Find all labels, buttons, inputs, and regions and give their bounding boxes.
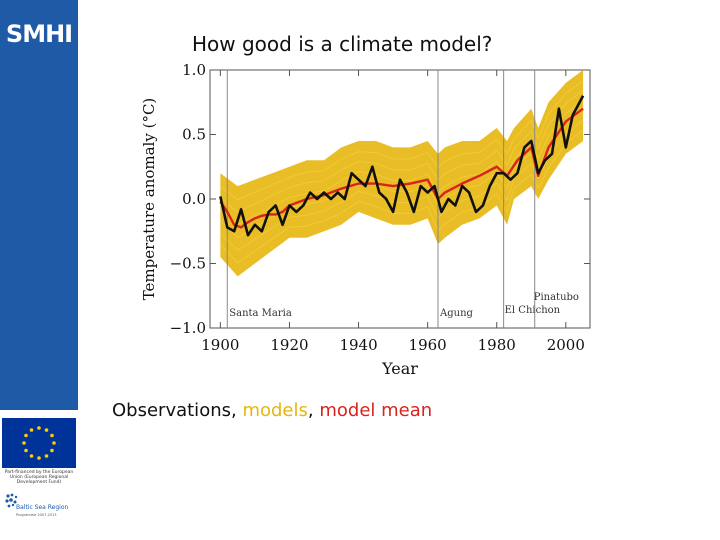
model-trace: [220, 129, 584, 264]
x-tick-label: 1960: [409, 336, 447, 354]
legend-observations: Observations: [112, 400, 231, 421]
y-tick-label: 0.5: [182, 126, 206, 144]
volcano-label: El Chichon: [505, 305, 561, 316]
legend-models: models: [242, 400, 308, 421]
eu-caption: Part-financed by the European Union (Eur…: [4, 470, 74, 485]
y-axis-label: Temperature anomaly (°C): [140, 98, 158, 301]
model-envelope: [220, 70, 584, 277]
eu-star-icon: [50, 448, 54, 453]
eu-star-icon: [37, 456, 41, 460]
y-tick-label: 1.0: [182, 64, 206, 79]
x-tick-label: 1920: [270, 336, 308, 354]
eu-star-icon: [24, 433, 28, 438]
axes: −1.0 −0.5 0.0 0.5 1.0 1900 1920 1940 1960 1980 200…: [170, 64, 590, 354]
slide-title: How good is a climate model?: [192, 32, 493, 56]
eu-star-icon: [24, 448, 28, 453]
legend-sep-2: ,: [307, 400, 320, 421]
x-axis-label: Year: [381, 359, 418, 378]
eu-star-icon: [44, 454, 49, 458]
model-trace: [220, 80, 584, 201]
x-tick-label: 2000: [547, 336, 585, 354]
volcano-lines: Santa Maria Agung El Chichon Pinatubo: [226, 70, 579, 328]
observations-line: [219, 95, 585, 237]
model-band: [220, 70, 584, 277]
legend-model-mean: model mean: [319, 400, 433, 421]
x-tick-label: 1900: [201, 336, 239, 354]
eu-star-icon: [37, 426, 41, 430]
y-tick-label: −1.0: [170, 319, 206, 337]
y-tick-label: 0.0: [182, 190, 206, 208]
baltic-sea-region-logo: [5, 493, 18, 508]
model-trace: [220, 90, 584, 213]
eu-star-icon: [29, 454, 34, 458]
eu-star-icon: [22, 441, 26, 445]
x-tick-label: 1940: [339, 336, 377, 354]
funding-logos: Part-financed by the European Union (Eur…: [0, 410, 78, 540]
legend-caption: Observations, models, model mean: [112, 400, 432, 421]
volcano-label: Santa Maria: [229, 308, 292, 319]
volcano-label: Agung: [439, 308, 474, 319]
eu-flag-icon: [2, 418, 76, 468]
eu-star-icon: [44, 428, 49, 432]
y-tick-label: −0.5: [170, 255, 206, 273]
bsr-name: Baltic Sea Region: [16, 504, 69, 511]
legend-sep-1: ,: [231, 400, 243, 421]
model-trace: [220, 120, 584, 251]
bsr-subtitle: Programme 2007-2013: [16, 513, 57, 517]
smhi-logo: SMHI: [5, 20, 73, 48]
x-tick-label: 1980: [478, 336, 516, 354]
series-lines: [219, 95, 585, 237]
eu-star-icon: [29, 428, 34, 432]
eu-star-icon: [50, 433, 54, 438]
volcano-label: Pinatubo: [534, 292, 579, 303]
eu-star-icon: [52, 441, 56, 445]
brand-sidebar: SMHI Part-financed by the European Union…: [0, 0, 78, 540]
